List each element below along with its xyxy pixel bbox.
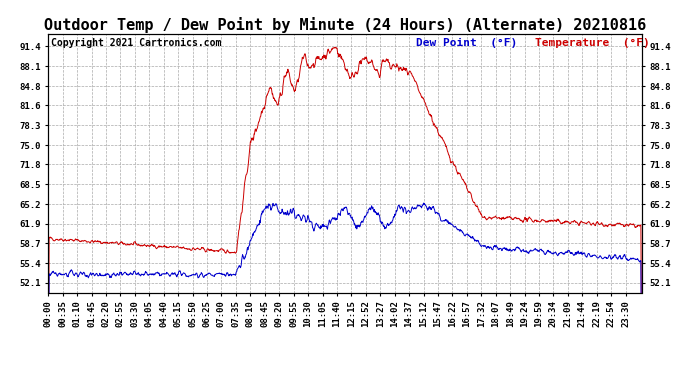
Text: Copyright 2021 Cartronics.com: Copyright 2021 Cartronics.com <box>51 38 221 48</box>
Text: Temperature  (°F): Temperature (°F) <box>535 38 650 48</box>
Title: Outdoor Temp / Dew Point by Minute (24 Hours) (Alternate) 20210816: Outdoor Temp / Dew Point by Minute (24 H… <box>44 16 646 33</box>
Text: Dew Point  (°F): Dew Point (°F) <box>416 38 518 48</box>
